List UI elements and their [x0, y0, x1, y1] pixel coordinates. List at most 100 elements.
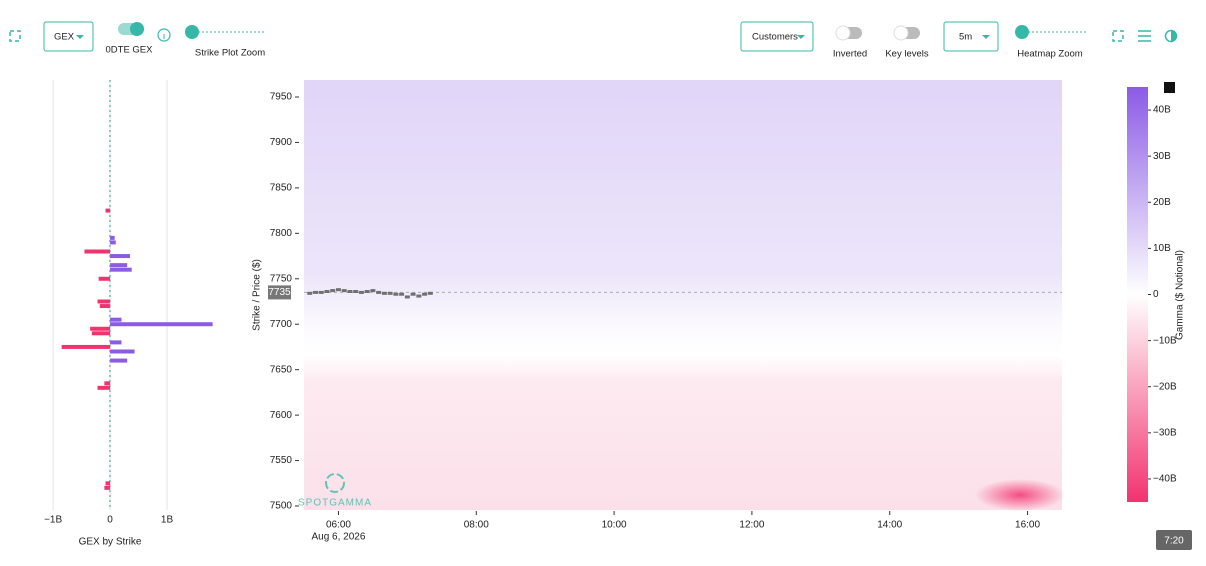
price-candle — [387, 291, 393, 295]
y-tick-label: 7950 — [270, 92, 293, 103]
colorbar-label: Gamma ($ Notional) — [1175, 250, 1186, 340]
colorbar-tick-label: −30B — [1153, 427, 1177, 438]
bar — [97, 299, 111, 304]
y-tick-label: 7550 — [270, 455, 293, 466]
price-candle — [427, 291, 433, 295]
bar — [110, 340, 122, 345]
time-badge — [1156, 530, 1192, 550]
y-tick-label: 7750 — [270, 273, 293, 284]
price-candle — [335, 288, 341, 292]
x-axis-label: GEX by Strike — [79, 537, 142, 548]
bar — [97, 385, 111, 390]
x-tick-label: −1B — [44, 515, 62, 526]
price-candle — [347, 290, 353, 294]
y-tick-label: 7900 — [270, 137, 293, 148]
price-candle — [404, 295, 410, 299]
time-badge-text: 7:20 — [1164, 536, 1184, 547]
x-tick-label: 1B — [161, 515, 174, 526]
x-tick-label: 16:00 — [1015, 520, 1040, 531]
bar — [105, 208, 111, 213]
bar — [110, 240, 116, 245]
bar — [104, 485, 111, 490]
bar — [98, 276, 111, 281]
colorbar-tick-label: −40B — [1153, 474, 1177, 485]
bar — [110, 263, 128, 268]
toggle-knob[interactable] — [130, 22, 144, 36]
theme-icon-half — [1171, 30, 1177, 42]
price-candle — [358, 290, 364, 294]
price-candle — [353, 290, 359, 294]
interval-select[interactable] — [943, 21, 999, 52]
slider-label: Heatmap Zoom — [1017, 49, 1083, 60]
y-tick-label: 7850 — [270, 183, 293, 194]
party-select[interactable] — [740, 21, 814, 52]
fullscreen-icon[interactable] — [1112, 30, 1124, 42]
x-tick-label: 08:00 — [464, 520, 489, 531]
bar — [110, 235, 115, 240]
plots: −1B 0 1B GEX by Strike 7500 7550 7600 7650 7700 7… — [44, 80, 1186, 548]
colorbar-tick-label: 20B — [1153, 197, 1171, 208]
colorbar-tick-label: −10B — [1153, 335, 1177, 346]
chart-icon[interactable] — [1164, 82, 1175, 93]
price-candle — [376, 290, 382, 294]
x-tick-label: 06:00 — [326, 520, 351, 531]
select-arrow — [76, 35, 84, 39]
y-tick-label: 7700 — [270, 319, 293, 330]
price-candle — [341, 289, 347, 293]
x-tick-label: 0 — [107, 515, 113, 526]
price-tag — [268, 285, 291, 300]
y-tick-label: 7600 — [270, 410, 293, 421]
slider-knob[interactable] — [1015, 25, 1029, 39]
bar — [105, 481, 111, 486]
price-candle — [381, 291, 387, 295]
watermark-logo — [325, 473, 345, 493]
party-value: Customers — [752, 32, 798, 43]
colorbar-tick-label: 40B — [1153, 105, 1171, 116]
info-icon[interactable] — [157, 28, 171, 42]
expand-icon[interactable] — [9, 30, 21, 42]
price-candle — [393, 292, 399, 296]
heatmap-hotspot — [975, 479, 1065, 511]
price-candle — [318, 290, 324, 294]
x-tick-label: 12:00 — [739, 520, 764, 531]
price-candle — [312, 290, 318, 294]
bar — [104, 381, 111, 386]
price-tag-text: 7735 — [268, 287, 291, 298]
bar — [110, 317, 122, 322]
bar — [61, 344, 111, 349]
bar — [110, 358, 128, 363]
colorbar-tick-label: 10B — [1153, 243, 1171, 254]
heatmap-background — [304, 80, 1062, 510]
date-label: Aug 6, 2026 — [311, 532, 365, 543]
y-tick-label: 7500 — [270, 501, 293, 512]
toggle-knob[interactable] — [893, 25, 909, 41]
x-tick-label: 10:00 — [602, 520, 627, 531]
colorbar — [1127, 87, 1148, 502]
price-candle — [364, 290, 370, 294]
interval-value: 5m — [959, 32, 972, 43]
price-candle — [399, 292, 405, 296]
price-candle — [410, 292, 416, 296]
colorbar-tick-label: −20B — [1153, 381, 1177, 392]
colorbar-tick-label: 0 — [1153, 289, 1159, 300]
price-candle — [370, 289, 376, 293]
y-tick-label: 7650 — [270, 364, 293, 375]
bar — [110, 349, 135, 354]
y-axis-label: Strike / Price ($) — [252, 259, 263, 331]
toggle-knob[interactable] — [835, 25, 851, 41]
price-candle — [416, 294, 422, 298]
price-candle — [422, 292, 428, 296]
colorbar-tick-label: 30B — [1153, 151, 1171, 162]
settings-icon[interactable] — [1138, 30, 1151, 42]
select-arrow — [982, 35, 990, 39]
toggle-label: Key levels — [885, 49, 929, 60]
toggle-label: 0DTE GEX — [106, 45, 154, 56]
price-candle — [330, 289, 336, 293]
bar — [90, 326, 111, 331]
bar — [110, 322, 213, 327]
bar — [110, 267, 132, 272]
price-candle — [307, 291, 313, 295]
metric-value: GEX — [54, 32, 75, 43]
metric-select[interactable] — [43, 21, 94, 52]
slider-knob[interactable] — [185, 25, 199, 39]
